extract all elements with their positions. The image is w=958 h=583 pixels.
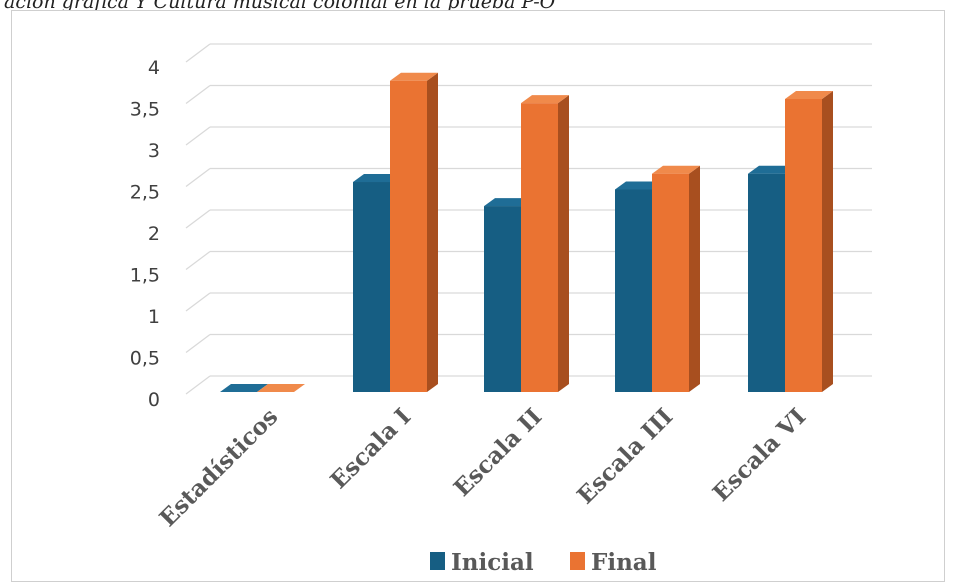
gridline-depth: [185, 126, 211, 146]
gridline-depth: [185, 85, 211, 104]
legend-item-final: Final: [570, 549, 657, 576]
gridline-depth: [185, 375, 211, 395]
legend-label: Final: [591, 549, 657, 576]
y-tick-label: 2,5: [130, 182, 160, 204]
bar-final-5: [785, 91, 833, 392]
legend-label: Inicial: [451, 549, 534, 576]
y-axis-ticks: 0 0,5 1 1,5 2 2,5 3 3,5 4: [130, 57, 160, 411]
y-tick-label: 3,5: [130, 99, 160, 121]
bar-final-2: [390, 72, 438, 392]
figure-caption: ación gráfica Y Cultura musical colonial…: [4, 0, 556, 13]
gridline-depth: [185, 168, 211, 187]
y-tick-label: 1,5: [130, 265, 160, 287]
gridline-depth: [185, 334, 211, 353]
legend-swatch: [570, 552, 585, 570]
gridline-depth: [185, 43, 211, 63]
y-tick-label: 0: [148, 389, 160, 411]
y-tick-label: 1: [148, 306, 160, 328]
bar-final-1: [257, 384, 305, 392]
gridline-depth: [185, 251, 211, 270]
bar-final-4: [652, 165, 700, 392]
x-category-label: Escala III: [572, 403, 678, 509]
legend: Inicial Final: [430, 549, 657, 576]
x-category-label: Estadísticos: [154, 403, 283, 532]
legend-swatch: [430, 552, 445, 570]
x-category-label: Escala II: [449, 403, 548, 502]
x-category-label: Escala VI: [708, 403, 812, 507]
x-axis-categories: Estadísticos Escala I Escala II Escala III E…: [154, 403, 811, 532]
y-tick-label: 3: [148, 140, 160, 162]
gridline-depth: [185, 292, 211, 312]
gridline-depth: [185, 209, 211, 229]
legend-item-inicial: Inicial: [430, 549, 534, 576]
y-tick-label: 0,5: [130, 348, 160, 370]
bar-inicial-1: [220, 384, 268, 392]
bars: [220, 72, 833, 392]
x-category-label: Escala I: [325, 403, 416, 494]
bar-final-3: [521, 95, 569, 392]
y-tick-label: 4: [148, 57, 160, 79]
y-tick-label: 2: [148, 223, 160, 245]
